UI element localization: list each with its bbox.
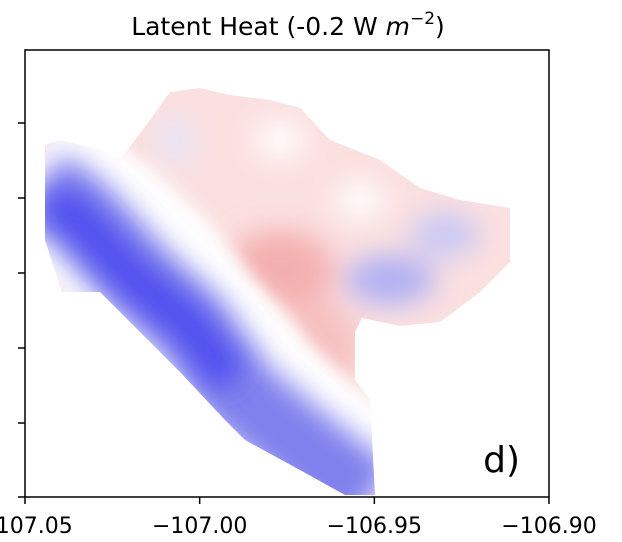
title-unit: m xyxy=(386,12,410,41)
x-tick-label: −107.05 xyxy=(0,514,73,539)
title-end: ) xyxy=(435,12,445,41)
x-tick-label: −106.95 xyxy=(327,514,422,539)
y-ticks xyxy=(18,122,25,498)
x-tick-label: −107.00 xyxy=(152,514,247,539)
panel-label: d) xyxy=(483,440,520,481)
x-tick-label: −106.90 xyxy=(501,514,596,539)
title-text: Latent Heat (-0.2 W xyxy=(131,12,385,41)
chart-title: Latent Heat (-0.2 W m−2) xyxy=(131,9,445,41)
title-exponent: −2 xyxy=(410,9,435,29)
